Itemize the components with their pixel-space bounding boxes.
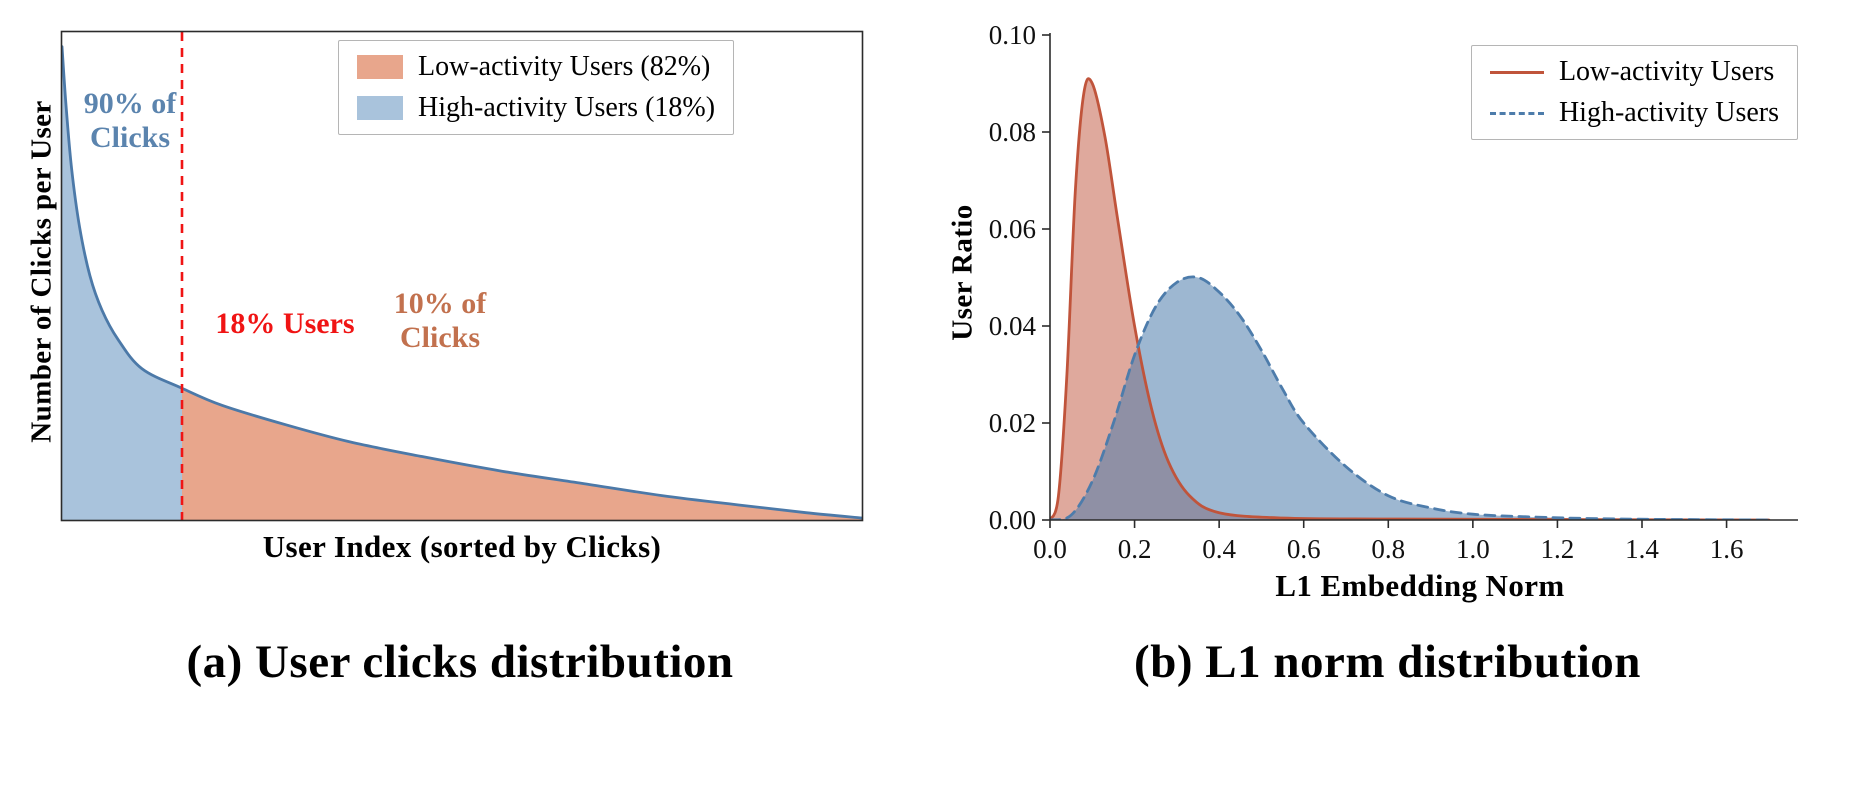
annotation-90-percent-clicks: 90% of Clicks (83, 87, 177, 154)
caption-a: (a) User clicks distribution (186, 636, 734, 688)
chart-b-legend: Low-activity Users High-activity Users (1470, 45, 1798, 140)
chart-a-x-axis-label: User Index (sorted by Clicks) (262, 529, 662, 564)
legend-label-high-activity: High-activity Users (18%) (418, 92, 716, 123)
high-activity-users-curve (1050, 275, 1771, 520)
clicks-curve (62, 45, 862, 520)
annotation-10-percent-clicks: 10% of Clicks (393, 287, 487, 354)
y-tick-label: 0.08 (989, 117, 1036, 147)
chart-a-areas (62, 32, 862, 520)
x-tick-label: 0.4 (1202, 534, 1236, 564)
legend-item-high-activity: High-activity Users (1489, 97, 1779, 129)
chart-b-curves (1050, 77, 1771, 520)
x-tick-label: 1.0 (1456, 534, 1490, 564)
y-tick-label: 0.00 (989, 505, 1036, 535)
y-tick-label: 0.10 (989, 20, 1036, 50)
legend-label-low-activity: Low-activity Users (82%) (418, 51, 711, 82)
annotation-18-percent-users: 18% Users (215, 307, 355, 340)
x-tick-label: 1.2 (1541, 534, 1575, 564)
legend-item-low-activity: Low-activity Users (82%) (357, 51, 715, 83)
solid-line-sample (1489, 70, 1544, 74)
legend-item-low-activity: Low-activity Users (1489, 56, 1779, 88)
y-tick-label: 0.04 (989, 311, 1037, 341)
legend-label-low-activity: Low-activity Users (1558, 56, 1775, 87)
high-activity-swatch (357, 96, 403, 120)
x-tick-label: 0.8 (1371, 534, 1405, 564)
x-tick-label: 0.0 (1033, 534, 1067, 564)
chart-b-x-axis-label: L1 Embedding Norm (1275, 568, 1565, 603)
y-tick-label: 0.06 (989, 214, 1036, 244)
legend-item-high-activity: High-activity Users (18%) (357, 92, 715, 124)
chart-user-clicks: Number of Clicks per User Low-activity U… (20, 15, 900, 630)
x-tick-label: 0.2 (1118, 534, 1152, 564)
chart-a-plot-area (60, 30, 864, 522)
high-activity-users-area (1050, 276, 1769, 520)
low-activity-users-curve (1050, 77, 1771, 520)
high-activity-area (62, 46, 182, 520)
dashed-line-sample (1489, 111, 1544, 115)
low-activity-swatch (357, 55, 403, 79)
x-tick-label: 1.6 (1710, 534, 1744, 564)
low-activity-area (182, 388, 862, 520)
chart-b-plot-area: 0.0 0.2 0.4 0.6 0.8 1.0 1.2 1.4 1.6 0.00 0.02 0.04 0… (989, 20, 1798, 564)
x-tick-label: 0.6 (1287, 534, 1321, 564)
caption-b: (b) L1 norm distribution (1134, 636, 1641, 688)
chart-a-border (60, 30, 864, 522)
legend-label-high-activity: High-activity Users (1558, 97, 1779, 128)
chart-a-legend: Low-activity Users (82%) High-activity U… (338, 40, 735, 135)
y-tick-label: 0.02 (989, 408, 1036, 438)
x-tick-label: 1.4 (1625, 534, 1659, 564)
chart-l1-norm: User Ratio 0.0 0.2 0.4 0.6 0.8 1.0 1.2 1.4 1.6 0.… (930, 10, 1845, 635)
